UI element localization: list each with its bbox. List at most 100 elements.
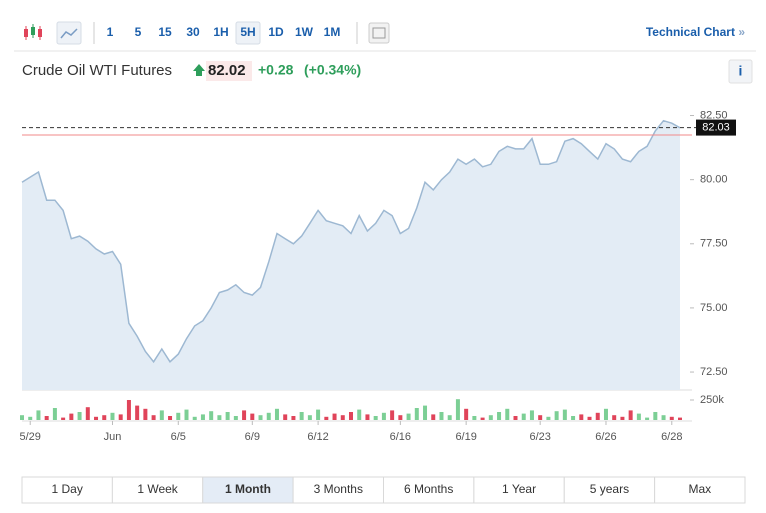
x-tick-label: 6/23: [529, 431, 550, 443]
y-tick-label: 72.50: [700, 366, 728, 378]
candles-icon[interactable]: [24, 24, 42, 40]
interval-button[interactable]: 1H: [213, 25, 228, 39]
volume-bar: [332, 413, 337, 420]
range-button[interactable]: [202, 476, 294, 504]
range-button-label[interactable]: 5 years: [590, 482, 629, 496]
range-button-label[interactable]: 1 Week: [137, 482, 178, 496]
volume-bar: [603, 408, 608, 420]
volume-bar: [126, 400, 131, 420]
volume-bar: [678, 417, 682, 420]
volume-bar: [636, 413, 641, 420]
info-button[interactable]: [728, 59, 753, 84]
interval-selected-bg: [235, 21, 261, 45]
volume-bar: [217, 415, 222, 420]
volume-bar: [274, 408, 279, 420]
x-tick-label: Jun: [104, 431, 122, 443]
volume-bar: [143, 408, 148, 420]
plot: Investing.com72.5075.0077.5080.0082.5082…: [20, 109, 736, 443]
x-tick-label: 6/19: [455, 431, 476, 443]
x-tick-label: 6/12: [307, 431, 328, 443]
x-tick-label: 6/26: [595, 431, 616, 443]
y-tick-label: 75.00: [700, 302, 728, 314]
volume-bar: [102, 415, 107, 420]
volume-bar: [497, 412, 502, 420]
range-bar: 1 Day 1 Week 1 Month 3 Months 6 Months 1 Year…: [21, 476, 746, 504]
range-button[interactable]: [292, 476, 384, 504]
volume-bar: [431, 414, 436, 420]
volume-bar: [529, 410, 534, 420]
volume-bar: [44, 416, 49, 420]
volume-tick-label: 250k: [700, 394, 724, 406]
x-tick-label: 6/16: [390, 431, 411, 443]
volume-bar: [562, 409, 567, 420]
volume-bar: [159, 410, 164, 420]
x-tick-label: 6/5: [171, 431, 186, 443]
volume-bar: [176, 412, 181, 420]
volume-bar: [20, 415, 24, 420]
range-button-label[interactable]: 1 Month: [225, 482, 271, 496]
range-button-label[interactable]: Max: [688, 482, 711, 496]
y-tick-label: 80.00: [700, 174, 728, 186]
volume-bar: [595, 412, 600, 420]
range-button[interactable]: [383, 476, 475, 504]
volume-bar: [209, 411, 214, 420]
interval-button[interactable]: 15: [158, 25, 172, 39]
interval-button[interactable]: 5H: [240, 25, 255, 39]
volume-bar: [653, 412, 658, 420]
volume-bar: [365, 414, 370, 420]
volume-bar: [661, 415, 666, 420]
volume-bar: [464, 408, 469, 420]
volume-bar: [398, 415, 403, 420]
interval-button[interactable]: 30: [186, 25, 200, 39]
volume-bar: [85, 407, 90, 420]
range-button[interactable]: [111, 476, 204, 504]
price-change-percent: (+0.34%): [304, 62, 361, 78]
volume-bar: [110, 412, 115, 420]
range-button-label[interactable]: 1 Day: [52, 482, 83, 496]
volume-bar: [554, 411, 559, 420]
range-button-label[interactable]: 3 Months: [314, 482, 363, 496]
last-price-label: 82.03: [702, 121, 730, 133]
volume-bar: [513, 416, 518, 420]
volume-bar: [36, 410, 41, 420]
volume-bar: [94, 416, 99, 420]
price: 82.02: [208, 62, 246, 79]
volume-bar: [151, 415, 156, 420]
volume-bar: [168, 416, 173, 420]
volume-bar: [52, 408, 57, 420]
volume-bar: [620, 416, 625, 420]
interval-button[interactable]: 1: [107, 25, 114, 39]
volume-bar: [538, 415, 543, 420]
x-tick-label: 6/28: [661, 431, 682, 443]
volume-bar: [521, 413, 526, 420]
volume-bar: [645, 417, 650, 420]
volume-bar: [488, 415, 493, 420]
volume-bar: [340, 415, 345, 420]
volume-bar: [357, 409, 362, 420]
range-button[interactable]: [654, 476, 746, 504]
area-icon-line: [60, 28, 78, 39]
volume-bar: [299, 412, 304, 420]
range-button-label[interactable]: 6 Months: [404, 482, 453, 496]
volume-bar: [472, 416, 477, 420]
interval-button[interactable]: 1D: [268, 25, 284, 39]
volume-bar: [579, 414, 584, 420]
range-button-label[interactable]: 1 Year: [502, 482, 536, 496]
volume-bar: [546, 416, 551, 420]
volume-bar: [480, 417, 485, 420]
volume-bar: [307, 415, 312, 420]
volume-bar: [184, 409, 189, 420]
volume-bar: [77, 412, 82, 420]
settings-icon[interactable]: [368, 22, 390, 44]
volume-bar: [414, 408, 419, 420]
interval-button[interactable]: 1W: [295, 25, 314, 39]
interval-button[interactable]: 5: [135, 25, 142, 39]
volume-bar: [242, 410, 247, 420]
x-tick-label: 6/9: [245, 431, 260, 443]
technical-chart-link[interactable]: Technical Chart »: [646, 25, 745, 39]
interval-button[interactable]: 1M: [324, 25, 341, 39]
volume-bar: [28, 416, 33, 420]
volume-bar: [505, 408, 510, 420]
range-button[interactable]: [21, 476, 113, 504]
